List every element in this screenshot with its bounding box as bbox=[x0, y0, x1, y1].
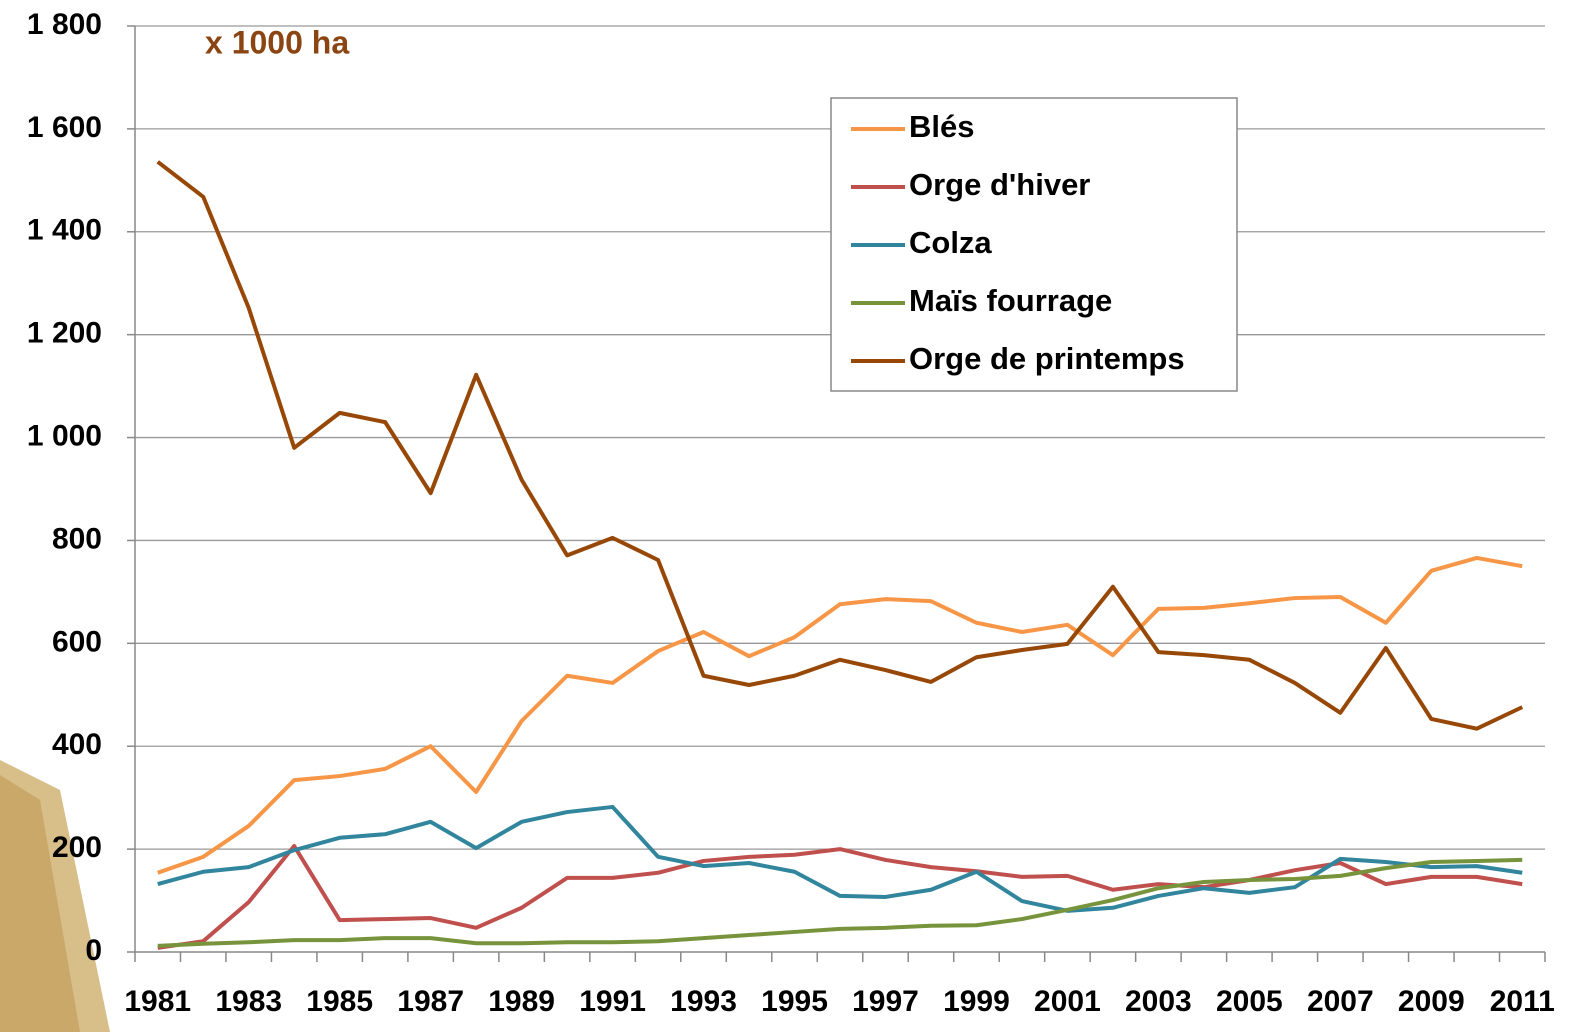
x-tick-label: 2011 bbox=[1490, 985, 1555, 1018]
line-series bbox=[157, 857, 1523, 948]
x-tick-label: 1989 bbox=[488, 985, 555, 1018]
background-decoration bbox=[0, 775, 80, 1032]
y-tick-label: 1 600 bbox=[27, 111, 102, 144]
y-tick-label: 600 bbox=[52, 625, 102, 658]
x-tick-label: 1991 bbox=[579, 985, 646, 1018]
x-tick-label: 2005 bbox=[1216, 985, 1283, 1018]
line-series bbox=[157, 804, 1523, 913]
legend-label: Blés bbox=[909, 109, 974, 144]
legend-label: Orge d'hiver bbox=[909, 167, 1090, 202]
y-tick-label: 1 800 bbox=[27, 8, 102, 41]
x-tick-label: 1997 bbox=[852, 985, 919, 1018]
y-tick-label: 1 200 bbox=[27, 317, 102, 350]
legend-label: Colza bbox=[909, 225, 992, 260]
line-series bbox=[156, 160, 1524, 731]
y-tick-label: 800 bbox=[52, 522, 102, 555]
x-tick-label: 1985 bbox=[306, 985, 373, 1018]
y-tick-label: 1 000 bbox=[27, 419, 102, 452]
legend-label: Orge de printemps bbox=[909, 341, 1185, 376]
y-tick-label: 400 bbox=[52, 728, 102, 761]
x-tick-label: 2009 bbox=[1398, 985, 1465, 1018]
y-tick-label: 0 bbox=[85, 934, 102, 967]
x-tick-label: 2001 bbox=[1034, 985, 1101, 1018]
x-tick-label: 1993 bbox=[670, 985, 737, 1018]
x-tick-label: 1987 bbox=[397, 985, 464, 1018]
annotation: x 1000 ha bbox=[205, 24, 349, 60]
x-tick-label: 2007 bbox=[1307, 985, 1374, 1018]
x-tick-label: 1983 bbox=[215, 985, 282, 1018]
line-series bbox=[157, 555, 1523, 875]
x-tick-label: 1995 bbox=[761, 985, 828, 1018]
x-tick-label: 1999 bbox=[943, 985, 1010, 1018]
line-series bbox=[157, 844, 1523, 950]
y-tick-label: 1 400 bbox=[27, 214, 102, 247]
x-tick-label: 2003 bbox=[1125, 985, 1192, 1018]
y-tick-label: 200 bbox=[52, 831, 102, 864]
x-tick-label: 1981 bbox=[124, 985, 191, 1018]
legend-label: Maïs fourrage bbox=[909, 283, 1112, 318]
